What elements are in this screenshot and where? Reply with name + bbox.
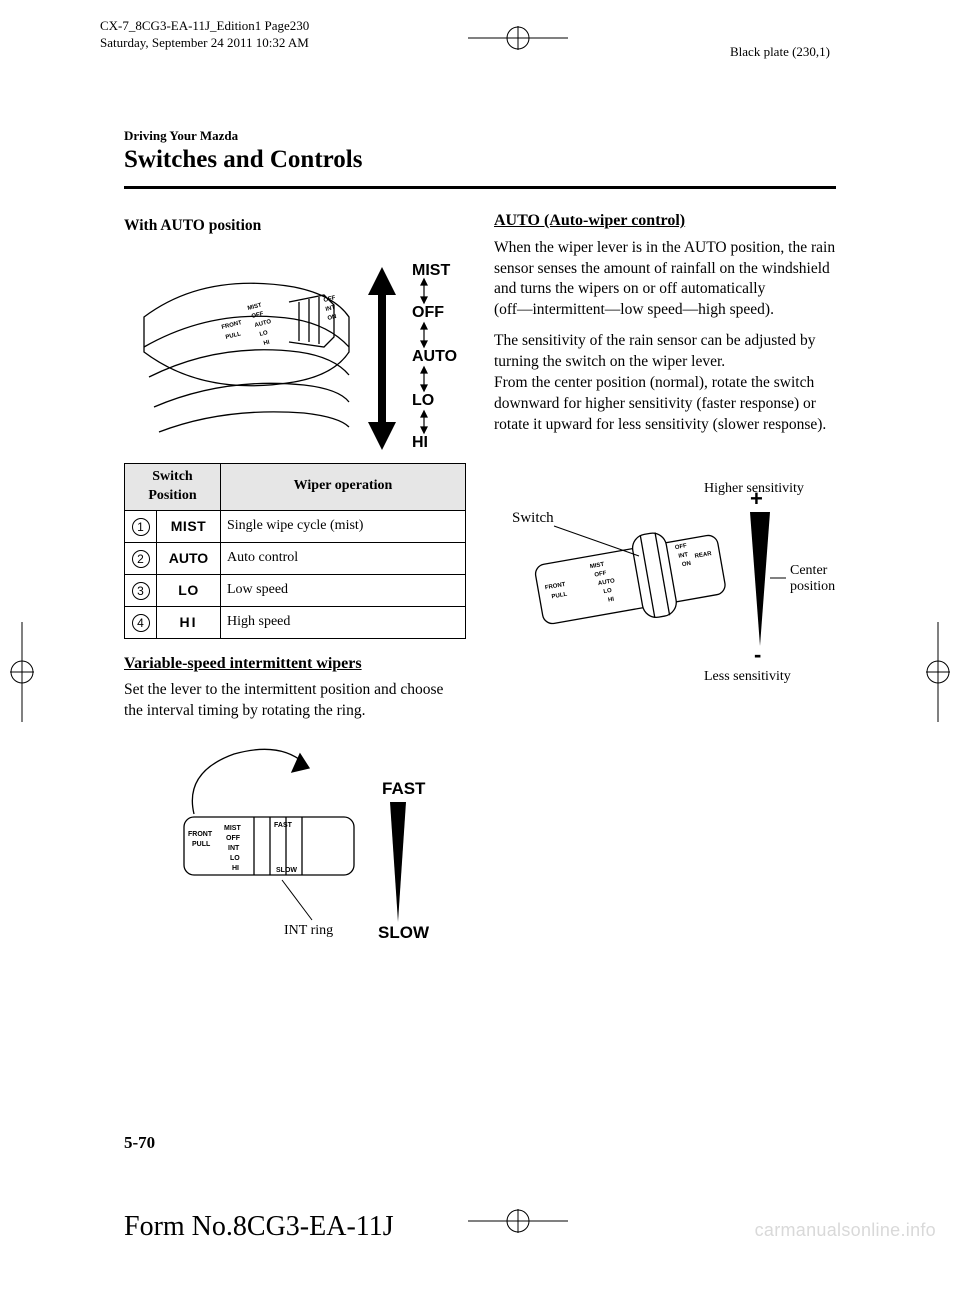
- svg-text:LO: LO: [230, 855, 240, 862]
- svg-text:FAST: FAST: [274, 822, 293, 829]
- svg-text:OFF: OFF: [226, 835, 241, 842]
- right-column: AUTO (Auto-wiper control) When the wiper…: [494, 210, 836, 948]
- right-underline-head: AUTO (Auto-wiper control): [494, 210, 836, 232]
- svg-text:Switch: Switch: [512, 510, 554, 526]
- registration-mark-right: [926, 622, 950, 722]
- left-underline-head: Variable-speed intermittent wipers: [124, 653, 466, 675]
- svg-text:MIST: MIST: [224, 825, 241, 832]
- form-number: Form No.8CG3-EA-11J: [124, 1211, 394, 1243]
- registration-mark-bottom: [468, 1209, 568, 1233]
- svg-text:PULL: PULL: [225, 331, 242, 341]
- svg-text:LO: LO: [259, 330, 269, 338]
- doc-id: CX-7_8CG3-EA-11J_Edition1 Page230: [100, 18, 309, 35]
- svg-text:OFF: OFF: [675, 543, 688, 551]
- svg-text:INT: INT: [678, 552, 689, 560]
- svg-text:SLOW: SLOW: [378, 923, 430, 942]
- svg-text:Less sensitivity: Less sensitivity: [704, 669, 791, 684]
- left-para: Set the lever to the intermittent positi…: [124, 680, 466, 722]
- svg-text:AUTO: AUTO: [598, 578, 616, 587]
- table-row: 3 LO Low speed: [125, 574, 466, 606]
- watermark: carmanualsonline.info: [755, 1220, 936, 1241]
- svg-text:FAST: FAST: [382, 779, 426, 798]
- black-plate: Black plate (230,1): [730, 44, 830, 60]
- svg-text:HI: HI: [412, 434, 428, 451]
- svg-text:-: -: [754, 642, 761, 667]
- svg-text:ON: ON: [327, 314, 337, 322]
- right-para-2a: The sensitivity of the rain sensor can b…: [494, 331, 836, 373]
- svg-text:HI: HI: [232, 865, 239, 872]
- svg-text:INT: INT: [228, 845, 240, 852]
- svg-text:HI: HI: [608, 596, 615, 603]
- wiper-table: Switch Position Wiper operation 1 MIST S…: [124, 463, 466, 639]
- svg-text:AUTO: AUTO: [254, 319, 272, 329]
- print-header: CX-7_8CG3-EA-11J_Edition1 Page230 Saturd…: [100, 18, 309, 52]
- right-para-1: When the wiper lever is in the AUTO posi…: [494, 238, 836, 322]
- svg-text:Center position: Center position: [790, 563, 835, 594]
- figure-sensitivity-switch: Switch MIST OFF AUTO LO HI FRONT PULL OF…: [494, 456, 836, 696]
- registration-mark-left: [10, 622, 34, 722]
- svg-text:FRONT: FRONT: [545, 582, 567, 592]
- svg-text:Higher sensitivity: Higher sensitivity: [704, 481, 804, 496]
- svg-text:FRONT: FRONT: [221, 320, 243, 331]
- section-rule: [124, 186, 836, 189]
- svg-text:INT ring: INT ring: [284, 923, 333, 938]
- svg-text:AUTO: AUTO: [412, 348, 457, 365]
- svg-text:ON: ON: [682, 561, 692, 568]
- left-subhead: With AUTO position: [124, 216, 466, 237]
- svg-text:FRONT: FRONT: [188, 831, 213, 838]
- section-sup: Driving Your Mazda: [124, 128, 836, 144]
- section-title: Switches and Controls: [124, 146, 836, 174]
- svg-text:PULL: PULL: [551, 592, 568, 601]
- svg-text:LO: LO: [603, 588, 613, 595]
- table-row: 1 MIST Single wipe cycle (mist): [125, 510, 466, 542]
- svg-text:HI: HI: [263, 340, 271, 347]
- right-para-2b: From the center position (normal), rotat…: [494, 373, 836, 436]
- svg-text:REAR: REAR: [694, 551, 712, 560]
- left-column: With AUTO position: [124, 210, 466, 948]
- svg-text:OFF: OFF: [251, 311, 264, 320]
- svg-text:MIST: MIST: [247, 302, 263, 311]
- doc-date: Saturday, September 24 2011 10:32 AM: [100, 35, 309, 52]
- table-row: 4 HI High speed: [125, 606, 466, 638]
- table-row: 2 AUTO Auto control: [125, 542, 466, 574]
- svg-text:LO: LO: [412, 392, 434, 409]
- svg-text:PULL: PULL: [192, 841, 211, 848]
- figure-wiper-lever-positions: MIST OFF AUTO LO HI FRONT PULL OFF INT O…: [124, 247, 466, 457]
- page-number: 5-70: [124, 1133, 155, 1153]
- figure-int-ring: MIST OFF INT LO HI FAST SLOW FRONT PULL …: [124, 732, 466, 942]
- svg-text:MIST: MIST: [412, 262, 450, 279]
- wiper-table-hdr-2: Wiper operation: [221, 463, 466, 510]
- svg-text:OFF: OFF: [594, 570, 607, 578]
- svg-text:SLOW: SLOW: [276, 867, 297, 874]
- registration-mark-top: [468, 26, 568, 50]
- svg-text:OFF: OFF: [412, 304, 444, 321]
- wiper-table-hdr-1: Switch Position: [125, 463, 221, 510]
- svg-text:MIST: MIST: [590, 562, 605, 570]
